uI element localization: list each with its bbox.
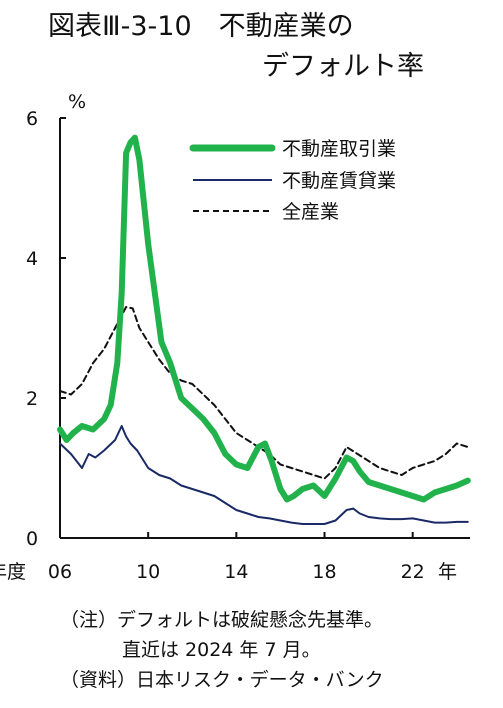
x-axis-unit-label: 年 — [438, 561, 457, 583]
x-tick-label: 14 — [224, 561, 248, 583]
x-tick-label: 06 — [48, 561, 72, 583]
chart-axes — [59, 118, 470, 539]
y-tick-label: 2 — [26, 388, 38, 410]
chart-title-line1: 図表Ⅲ-3-10 不動産業の — [48, 11, 354, 42]
series-layer — [57, 134, 471, 525]
legend-label-real-estate-leasing: 不動産賃貸業 — [282, 170, 396, 192]
line-chart: 0 2 4 6 06 10 14 18 22 % 年度 年 不動産取引業 不動産賃貸業 全産業 — [0, 91, 471, 583]
legend-label-real-estate-trading: 不動産取引業 — [282, 138, 396, 160]
x-ticks: 06 10 14 18 22 — [48, 532, 425, 583]
x-axis-label: 年度 — [0, 561, 26, 583]
y-tick-label: 0 — [26, 528, 38, 550]
series-line-real-estate-leasing — [59, 425, 469, 525]
y-tick-label: 6 — [26, 108, 38, 130]
source-note: （資料）日本リスク・データ・バンク — [60, 669, 384, 691]
y-axis-unit-label: % — [68, 91, 86, 113]
footnote-latest-date: 直近は 2024 年 7 月。 — [122, 639, 321, 661]
chart-title-line2: デフォルト率 — [262, 51, 424, 82]
footnote: （注）デフォルトは破綻懸念先基準。 — [60, 609, 384, 631]
x-tick-label: 10 — [136, 561, 160, 583]
legend: 不動産取引業 不動産賃貸業 全産業 — [189, 138, 396, 223]
legend-label-all-industries: 全産業 — [282, 201, 339, 223]
y-tick-label: 4 — [26, 248, 38, 270]
x-tick-label: 22 — [401, 561, 425, 583]
series-line-real-estate-trading — [57, 134, 471, 503]
x-tick-label: 18 — [312, 561, 336, 583]
